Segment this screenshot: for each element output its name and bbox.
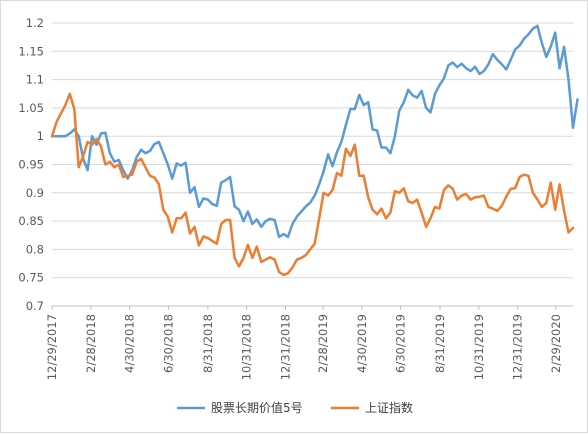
x-tick-label: 2/28/2019	[316, 314, 330, 373]
series-lines	[50, 24, 579, 277]
y-tick-label: 0.8	[26, 242, 44, 256]
gridlines	[52, 22, 573, 279]
x-tick-label: 12/29/2017	[45, 314, 59, 380]
x-tick-label: 2/28/2018	[84, 314, 98, 373]
x-tick-label: 6/30/2018	[161, 314, 175, 373]
axes: 0.7 0.75 0.8 0.85 0.9 0.95 1 1.05 1.1 1.15 1.2 12/2…	[18, 16, 573, 380]
series-line-1	[50, 24, 579, 239]
y-tick-label: 1.1	[26, 73, 44, 87]
legend-label: 上证指数	[365, 400, 413, 415]
y-tick-label: 0.75	[18, 271, 44, 285]
y-tick-label: 1	[37, 129, 44, 143]
y-tick-label: 0.85	[18, 214, 44, 228]
x-tick-label: 10/31/2018	[240, 314, 254, 380]
legend-label: 股票长期价值5号	[211, 400, 303, 415]
y-tick-label: 0.7	[26, 299, 44, 313]
y-tick-label: 1.15	[18, 44, 44, 58]
x-tick-label: 10/31/2019	[472, 314, 486, 380]
y-tick-label: 0.95	[18, 158, 44, 172]
x-tick-label: 12/31/2018	[278, 314, 292, 380]
y-tick-label: 1.2	[26, 16, 44, 30]
x-tick-label: 2/29/2020	[549, 314, 563, 373]
x-tick-label: 8/31/2018	[201, 314, 215, 373]
legend: 股票长期价值5号 上证指数	[177, 400, 413, 415]
x-tick-label: 4/30/2019	[355, 314, 369, 373]
x-tick-label: 4/30/2018	[123, 314, 137, 373]
y-tick-label: 1.05	[18, 101, 44, 115]
x-tick-label: 8/31/2019	[433, 314, 447, 373]
y-tick-label: 0.9	[26, 186, 44, 200]
x-tick-label: 6/30/2019	[394, 314, 408, 373]
series-line-2	[50, 92, 575, 277]
x-tick-label: 12/31/2019	[511, 314, 525, 380]
